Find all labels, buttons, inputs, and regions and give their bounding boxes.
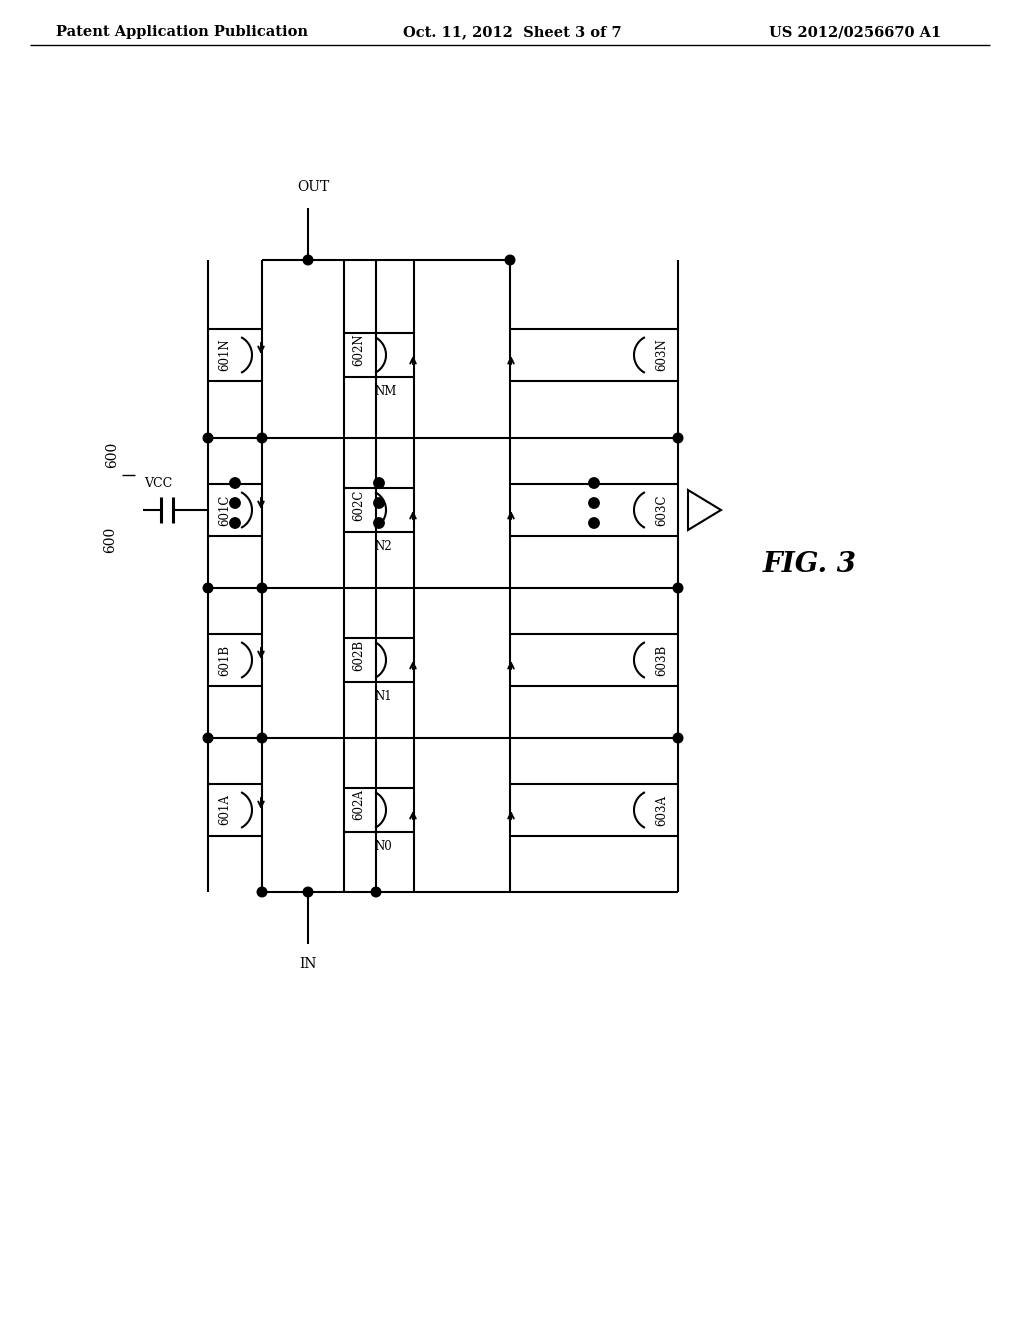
Circle shape: [371, 887, 381, 896]
Circle shape: [257, 887, 267, 896]
Text: N0: N0: [374, 840, 392, 853]
Circle shape: [229, 478, 241, 488]
Circle shape: [257, 433, 267, 442]
Text: 601B: 601B: [218, 644, 231, 676]
Text: 601A: 601A: [218, 795, 231, 825]
Text: OUT: OUT: [297, 180, 329, 194]
Circle shape: [303, 255, 312, 265]
Circle shape: [505, 255, 515, 265]
Text: 600: 600: [105, 442, 119, 469]
Text: IN: IN: [299, 957, 316, 972]
Text: N2: N2: [374, 540, 391, 553]
Circle shape: [673, 433, 683, 442]
Text: 602N: 602N: [352, 334, 365, 367]
Text: 601C: 601C: [218, 494, 231, 525]
Circle shape: [203, 433, 213, 442]
Text: 602A: 602A: [352, 789, 365, 821]
Circle shape: [374, 478, 384, 488]
Text: US 2012/0256670 A1: US 2012/0256670 A1: [769, 25, 941, 40]
Text: 603B: 603B: [655, 644, 668, 676]
Text: 602C: 602C: [352, 490, 365, 520]
Text: VCC: VCC: [144, 477, 172, 490]
Text: 603C: 603C: [655, 494, 668, 525]
Circle shape: [257, 583, 267, 593]
Text: 601N: 601N: [218, 339, 231, 371]
Text: FIG. 3: FIG. 3: [763, 552, 857, 578]
Circle shape: [673, 583, 683, 593]
Circle shape: [374, 517, 384, 528]
Circle shape: [229, 498, 241, 508]
Circle shape: [257, 733, 267, 743]
Circle shape: [673, 733, 683, 743]
Text: 603A: 603A: [655, 795, 668, 825]
Text: N1: N1: [374, 690, 391, 704]
Circle shape: [203, 733, 213, 743]
Text: Patent Application Publication: Patent Application Publication: [56, 25, 308, 40]
Text: Oct. 11, 2012  Sheet 3 of 7: Oct. 11, 2012 Sheet 3 of 7: [402, 25, 622, 40]
Text: 603N: 603N: [655, 339, 668, 371]
Circle shape: [589, 498, 599, 508]
Text: NM: NM: [374, 385, 396, 399]
Circle shape: [303, 887, 312, 896]
Circle shape: [589, 517, 599, 528]
Text: 602B: 602B: [352, 639, 365, 671]
Circle shape: [374, 498, 384, 508]
Text: 600: 600: [103, 527, 117, 553]
Circle shape: [589, 478, 599, 488]
Circle shape: [203, 583, 213, 593]
Circle shape: [229, 517, 241, 528]
